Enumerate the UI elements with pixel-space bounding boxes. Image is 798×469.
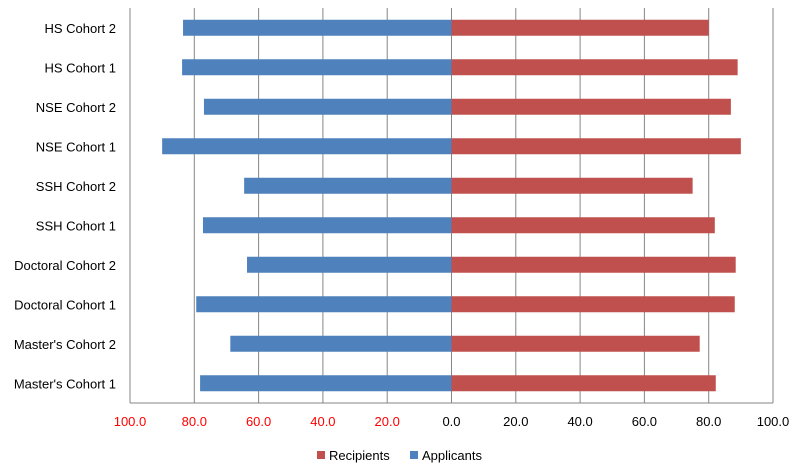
recipients-bar xyxy=(451,138,741,155)
x-tick-label: 80.0 xyxy=(182,414,207,429)
x-tick-label: 60.0 xyxy=(632,414,657,429)
recipients-bar xyxy=(451,177,693,194)
category-label: HS Cohort 1 xyxy=(44,60,116,75)
legend-swatch-applicants xyxy=(410,451,418,459)
applicants-bar xyxy=(196,296,452,313)
recipients-bar xyxy=(451,217,715,234)
x-tick-label: 40.0 xyxy=(567,414,592,429)
category-label: SSH Cohort 1 xyxy=(36,218,116,233)
x-tick-label: 20.0 xyxy=(375,414,400,429)
category-label: HS Cohort 2 xyxy=(44,21,116,36)
recipients-bar xyxy=(451,256,736,273)
applicants-bar xyxy=(247,256,452,273)
recipients-bar xyxy=(451,335,700,352)
legend-swatch-recipients xyxy=(317,451,325,459)
category-label: Doctoral Cohort 2 xyxy=(14,258,116,273)
recipients-bar xyxy=(451,296,735,313)
applicants-bar xyxy=(244,177,452,194)
x-tick-label: 20.0 xyxy=(503,414,528,429)
category-label: NSE Cohort 2 xyxy=(36,100,116,115)
recipients-bar xyxy=(451,59,738,76)
x-tick-label: 40.0 xyxy=(310,414,335,429)
applicants-bar xyxy=(162,138,452,155)
legend-label-applicants: Applicants xyxy=(422,448,482,463)
applicants-bar xyxy=(202,217,452,234)
x-tick-label: 100.0 xyxy=(114,414,147,429)
x-tick-label: 60.0 xyxy=(246,414,271,429)
applicants-bar xyxy=(183,19,452,36)
recipients-bar xyxy=(451,375,716,392)
x-tick-label: 0.0 xyxy=(442,414,460,429)
legend-label-recipients: Recipients xyxy=(329,448,390,463)
x-tick-label: 80.0 xyxy=(696,414,721,429)
applicants-bar xyxy=(182,59,452,76)
applicants-bar xyxy=(230,335,452,352)
category-label: SSH Cohort 2 xyxy=(36,179,116,194)
category-label: Master's Cohort 2 xyxy=(14,337,116,352)
category-label: NSE Cohort 1 xyxy=(36,139,116,154)
recipients-bar xyxy=(451,98,731,115)
category-label: Master's Cohort 1 xyxy=(14,376,116,391)
applicants-bar xyxy=(203,98,452,115)
applicants-bar xyxy=(200,375,452,392)
x-tick-label: 100.0 xyxy=(757,414,790,429)
category-label: Doctoral Cohort 1 xyxy=(14,297,116,312)
recipients-bar xyxy=(451,19,709,36)
